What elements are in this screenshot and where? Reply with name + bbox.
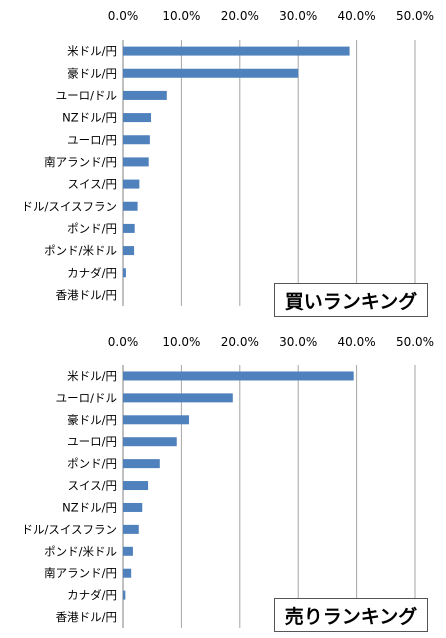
- category-label: 豪ドル/円: [67, 66, 117, 80]
- x-tick-label: 30.0%: [279, 9, 317, 23]
- bar: [123, 157, 149, 167]
- category-label: NZドル/円: [62, 500, 117, 514]
- sell-ranking-plot: 0.0% 10.0% 20.0% 30.0% 40.0% 50.0% 米ドル/円ユーロ/ドル…: [21, 335, 434, 628]
- category-label: ポンド/円: [67, 221, 117, 235]
- category-label: ドル/スイスフラン: [21, 199, 117, 213]
- sell-ranking-chart: 0.0% 10.0% 20.0% 30.0% 40.0% 50.0% 米ドル/円ユーロ/ドル…: [0, 319, 446, 638]
- sell-ranking-caption: 売りランキング: [274, 598, 428, 632]
- x-tick-label: 30.0%: [279, 335, 317, 349]
- category-label: 豪ドル/円: [67, 413, 117, 427]
- category-label: ユーロ/ドル: [56, 88, 117, 102]
- bar: [123, 437, 177, 447]
- buy-ranking-plot: 0.0% 10.0% 20.0% 30.0% 40.0% 50.0% 米ドル/円豪ドル/円ユ…: [21, 9, 434, 306]
- category-label: スイス/円: [67, 177, 117, 191]
- category-label: NZドル/円: [62, 111, 117, 125]
- bar: [123, 201, 138, 211]
- category-label: 南アランド/円: [44, 155, 117, 169]
- category-label: カナダ/円: [67, 266, 117, 280]
- bar: [123, 568, 132, 578]
- category-label: ポンド/米ドル: [44, 544, 117, 558]
- category-label: 南アランド/円: [44, 566, 117, 580]
- category-label: ポンド/円: [67, 457, 117, 471]
- bar: [123, 113, 152, 123]
- x-tick-label: 40.0%: [338, 335, 376, 349]
- bar: [123, 524, 139, 534]
- category-label: ユーロ/ドル: [56, 391, 117, 405]
- bar: [123, 459, 160, 469]
- category-label: ユーロ/円: [67, 133, 117, 147]
- category-label: カナダ/円: [67, 588, 117, 602]
- category-label: 香港ドル/円: [56, 288, 117, 302]
- category-label: スイス/円: [67, 479, 117, 493]
- bar: [123, 46, 350, 56]
- bar: [123, 68, 299, 78]
- bar: [123, 135, 150, 145]
- x-tick-label: 0.0%: [108, 9, 139, 23]
- bar: [123, 502, 143, 512]
- bar: [123, 371, 354, 381]
- category-label: 米ドル/円: [67, 44, 117, 58]
- bar: [123, 223, 135, 233]
- x-tick-label: 0.0%: [108, 335, 139, 349]
- bar: [123, 481, 149, 491]
- buy-ranking-caption: 買いランキング: [274, 283, 428, 317]
- buy-ranking-chart: 0.0% 10.0% 20.0% 30.0% 40.0% 50.0% 米ドル/円豪ドル/円ユ…: [21, 9, 434, 317]
- category-label: 香港ドル/円: [56, 610, 117, 624]
- bar: [123, 590, 126, 600]
- x-tick-label: 50.0%: [396, 9, 434, 23]
- category-label: ドル/スイスフラン: [21, 522, 117, 536]
- category-label: ポンド/米ドル: [44, 244, 117, 258]
- category-label: 米ドル/円: [67, 369, 117, 383]
- bar: [123, 90, 167, 100]
- bar: [123, 546, 133, 556]
- x-tick-label: 20.0%: [221, 9, 259, 23]
- x-tick-label: 20.0%: [221, 335, 259, 349]
- bar: [123, 179, 140, 189]
- x-tick-label: 40.0%: [338, 9, 376, 23]
- bar: [123, 268, 126, 278]
- x-tick-label: 10.0%: [162, 9, 200, 23]
- x-tick-label: 10.0%: [162, 335, 200, 349]
- category-label: ユーロ/円: [67, 435, 117, 449]
- bar: [123, 246, 135, 256]
- x-tick-label: 50.0%: [396, 335, 434, 349]
- bar: [123, 393, 233, 403]
- bar: [123, 415, 189, 425]
